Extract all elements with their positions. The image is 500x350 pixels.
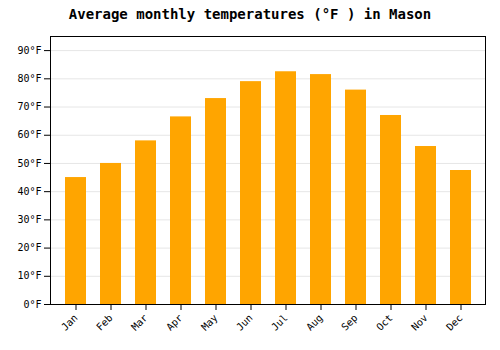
svg-text:Sep: Sep xyxy=(339,312,360,333)
svg-text:90°F: 90°F xyxy=(17,45,41,56)
svg-text:40°F: 40°F xyxy=(17,186,41,197)
svg-text:Jul: Jul xyxy=(269,312,290,333)
svg-text:0°F: 0°F xyxy=(23,299,41,310)
svg-text:Nov: Nov xyxy=(409,312,430,333)
svg-text:80°F: 80°F xyxy=(17,73,41,84)
svg-text:10°F: 10°F xyxy=(17,270,41,281)
svg-text:Jan: Jan xyxy=(59,312,80,333)
svg-text:Mar: Mar xyxy=(129,312,150,333)
svg-text:Apr: Apr xyxy=(164,312,185,333)
html-text:Average monthly temperatures (: Average monthly temperatures (°F ) in Ma… xyxy=(68,6,432,22)
svg-text:Jun: Jun xyxy=(234,312,255,333)
svg-text:20°F: 20°F xyxy=(17,242,41,253)
svg-text:Feb: Feb xyxy=(94,312,115,333)
svg-text:70°F: 70°F xyxy=(17,101,41,112)
svg-text:30°F: 30°F xyxy=(17,214,41,225)
svg-text:Dec: Dec xyxy=(444,312,465,333)
svg-text:Aug: Aug xyxy=(304,312,325,333)
svg-text:May: May xyxy=(199,312,220,333)
svg-text:60°F: 60°F xyxy=(17,129,41,140)
svg-text:Oct: Oct xyxy=(374,312,395,333)
svg-text:50°F: 50°F xyxy=(17,158,41,169)
